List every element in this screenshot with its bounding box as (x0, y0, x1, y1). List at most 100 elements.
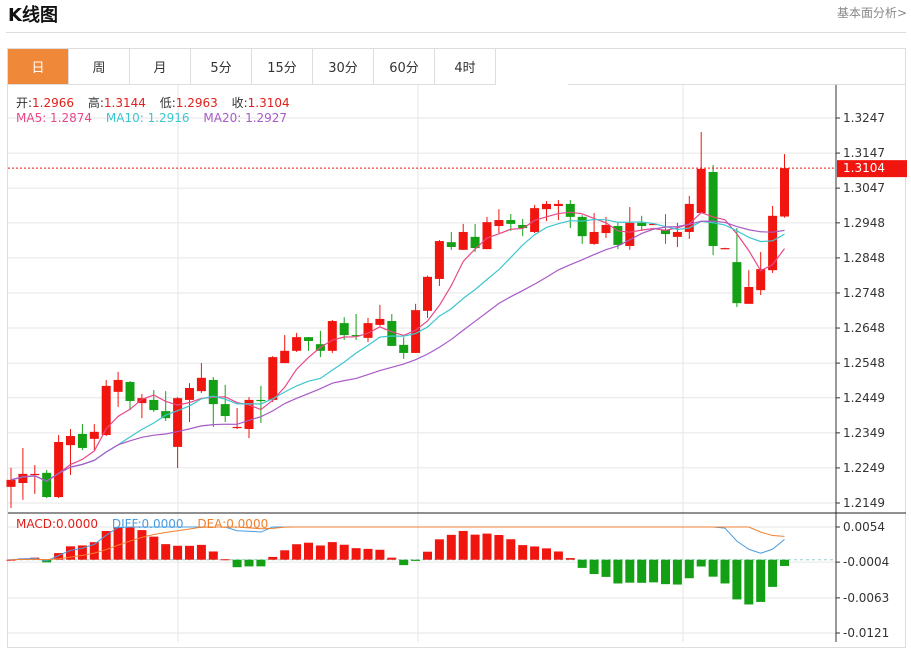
candle-body (339, 323, 349, 336)
candle-body (66, 436, 75, 446)
candle (125, 380, 135, 411)
candle-body (411, 310, 421, 353)
candle-body (387, 321, 397, 346)
macd-bar (589, 559, 599, 575)
divider (6, 32, 906, 33)
candle (375, 304, 385, 326)
ma10-value: MA10: 1.2916 (105, 111, 190, 125)
tab-30min[interactable]: 30分 (313, 49, 374, 85)
tab-4hour[interactable]: 4时 (435, 49, 496, 85)
candle (220, 384, 230, 423)
candle (18, 447, 28, 500)
candle (506, 214, 516, 231)
candle-body (30, 473, 40, 476)
candle (768, 206, 778, 273)
ma5-value: MA5: 1.2874 (16, 111, 93, 125)
candle-body (185, 387, 194, 400)
tab-month[interactable]: 月 (130, 49, 191, 85)
price-tick-label: 1.2449 (843, 391, 885, 405)
macd-tick-label: -0.0063 (843, 591, 889, 605)
macd-bar (458, 530, 468, 560)
tab-day[interactable]: 日 (8, 49, 69, 85)
candle-body (101, 385, 111, 435)
candle-body (137, 398, 147, 404)
candle-body (744, 287, 754, 304)
macd-bar (553, 551, 563, 560)
candle-body (434, 241, 444, 279)
candle-body (589, 231, 599, 244)
candle (101, 379, 111, 437)
candle (280, 335, 290, 364)
candle (304, 337, 313, 351)
macd-bar (54, 553, 64, 560)
macd-bar (315, 545, 325, 560)
candle-body (684, 203, 694, 232)
candle-body (173, 398, 183, 447)
macd-bar (494, 535, 504, 560)
macd-bar (232, 559, 242, 568)
macd-bar (304, 542, 313, 560)
macd-bar (470, 534, 480, 560)
macd-bar (446, 534, 456, 560)
tab-60min[interactable]: 60分 (374, 49, 435, 85)
macd-bar (375, 549, 385, 560)
macd-bar (672, 559, 682, 585)
macd-tick-label: -0.0004 (843, 555, 889, 569)
candle-body (208, 379, 218, 405)
macd-bar (185, 545, 194, 560)
candle-body (54, 441, 64, 498)
open-label: 开: (16, 96, 33, 110)
candle-body (268, 357, 278, 400)
macd-bar (601, 559, 611, 577)
macd-bar (66, 546, 75, 560)
ma-info: MA5: 1.2874 MA10: 1.2916 MA20: 1.2927 (16, 111, 287, 125)
macd-bar (196, 544, 206, 560)
candle (423, 275, 432, 318)
ma10-line (10, 218, 785, 482)
page-title: K线图 (8, 5, 58, 26)
candle-body (256, 399, 266, 402)
tab-15min[interactable]: 15分 (252, 49, 313, 85)
fundamental-analysis-link[interactable]: 基本面分析> (836, 6, 907, 20)
candle (684, 195, 694, 239)
candle (363, 317, 373, 343)
candle-body (661, 229, 670, 235)
candle (196, 363, 206, 393)
candle (77, 424, 87, 451)
candle (351, 314, 361, 340)
candle (327, 319, 337, 353)
close-value: 1.3104 (247, 96, 290, 110)
macd-bar (113, 527, 123, 560)
candle-body (232, 426, 242, 429)
macd-bar (244, 559, 254, 567)
candle-body (494, 220, 504, 226)
candle (42, 470, 52, 499)
candle (315, 330, 325, 358)
candle (470, 223, 480, 252)
candle-body (482, 222, 492, 250)
dea-value: DEA:0.0000 (197, 517, 269, 531)
candle-body (77, 433, 87, 448)
macd-bar (684, 559, 694, 579)
candle-body (756, 269, 766, 291)
macd-bar (149, 536, 159, 560)
macd-bar (780, 559, 789, 566)
candle-body (518, 224, 528, 229)
candle-body (89, 431, 99, 439)
price-tick-label: 1.3047 (843, 181, 885, 195)
macd-bar (101, 531, 111, 560)
candle-body (613, 225, 623, 245)
candle-body (292, 337, 302, 351)
macd-bar (661, 559, 670, 585)
tab-week[interactable]: 周 (69, 49, 130, 85)
close-label: 收: (231, 96, 248, 110)
candle (434, 240, 444, 286)
tab-5min[interactable]: 5分 (191, 49, 252, 85)
candle-body (149, 399, 159, 411)
candle-body (375, 318, 385, 325)
candle (780, 154, 789, 218)
macd-bar (530, 546, 540, 560)
macd-bar (339, 544, 349, 560)
macd-tick-label: 0.0054 (843, 520, 885, 534)
